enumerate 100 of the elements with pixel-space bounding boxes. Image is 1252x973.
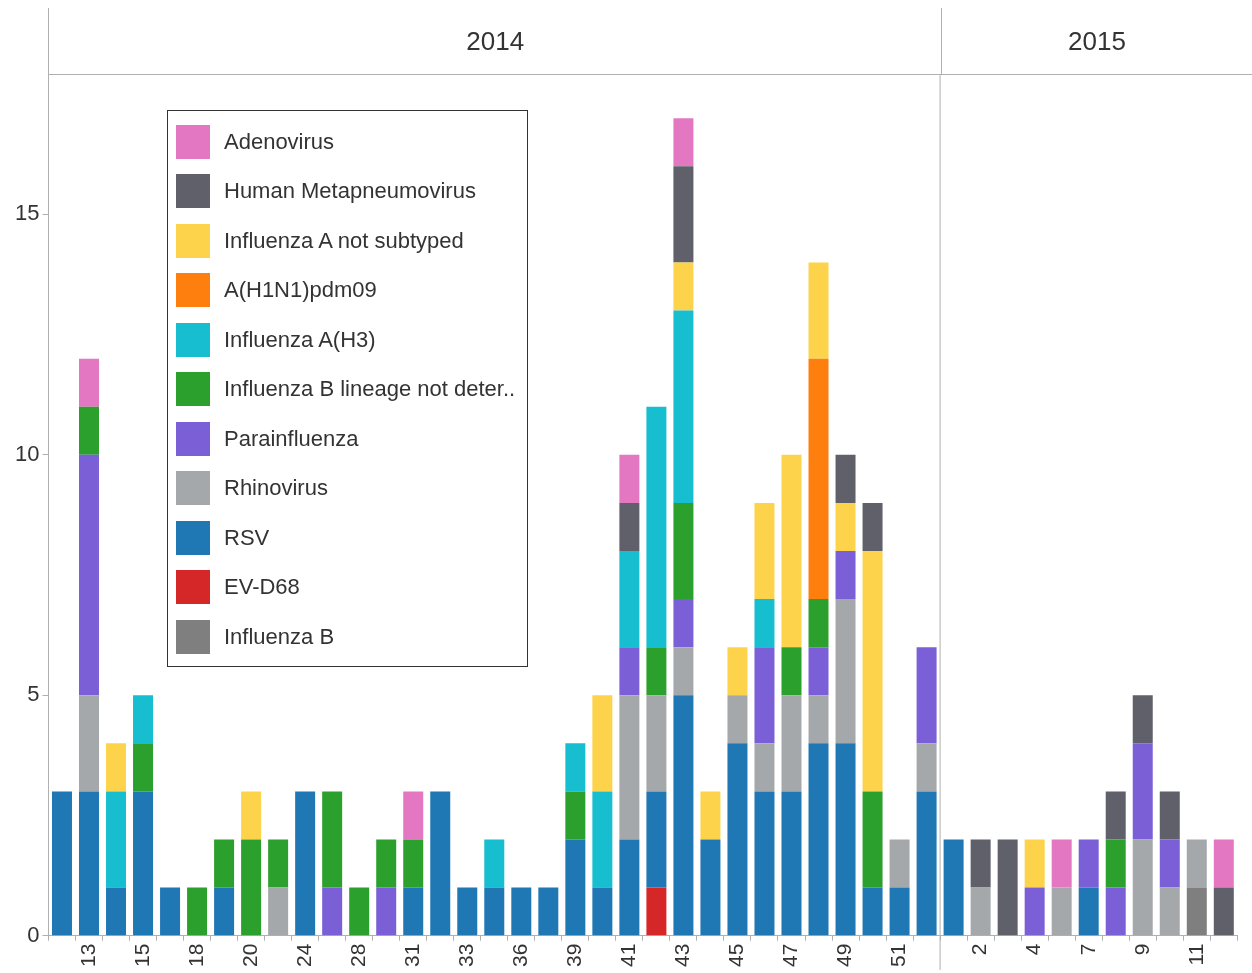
x-tick-label: 2	[967, 943, 991, 956]
x-tick-label: 24	[291, 943, 315, 967]
bar	[862, 791, 883, 888]
legend-label: Parainfluenza	[224, 425, 359, 452]
bar	[1186, 839, 1207, 888]
bar	[916, 743, 937, 792]
text: 2015	[1068, 25, 1126, 57]
bar	[592, 695, 613, 792]
bar	[700, 791, 721, 840]
y-tick-label: 15	[14, 200, 40, 226]
x-tick-label: 28	[345, 943, 369, 967]
bar	[79, 358, 99, 407]
bar	[619, 839, 640, 936]
bar	[943, 839, 964, 936]
bar	[295, 791, 316, 936]
x-tick-label: 41	[616, 943, 640, 967]
y-tick-label: 5	[27, 681, 40, 707]
bar	[403, 791, 424, 840]
bar	[781, 647, 802, 696]
y-tick-label: 10	[14, 440, 40, 466]
bar	[1105, 791, 1126, 840]
bar	[1105, 887, 1126, 936]
bar	[214, 887, 235, 936]
bar	[511, 887, 532, 936]
x-tick-label: 45	[724, 943, 748, 967]
legend-label: Rhinovirus	[224, 475, 328, 502]
bar	[1024, 887, 1045, 936]
bar	[673, 599, 694, 648]
bar	[835, 743, 856, 936]
x-tick-label: 51	[886, 943, 910, 967]
bar	[754, 743, 775, 792]
x-tick-label: 47	[778, 943, 802, 967]
bar	[51, 791, 72, 936]
legend-label: Influenza A(H3)	[224, 326, 376, 353]
bar	[754, 502, 775, 600]
bar	[646, 647, 667, 696]
x-tick-label: 36	[508, 943, 532, 967]
bar	[484, 887, 505, 936]
bar	[808, 743, 829, 936]
bar	[79, 791, 99, 936]
legend-label: RSV	[224, 524, 270, 551]
x-tick-label: 11	[1183, 943, 1207, 966]
bar	[1078, 839, 1099, 888]
bar	[1132, 695, 1153, 744]
x-tick-label: 9	[1129, 943, 1153, 956]
bar	[133, 743, 154, 792]
bar	[646, 791, 667, 888]
bar	[538, 887, 559, 936]
bar	[781, 791, 802, 936]
bar	[241, 791, 262, 840]
bar	[754, 599, 775, 648]
bar	[403, 839, 424, 888]
bar	[214, 839, 235, 888]
bar	[592, 791, 613, 888]
bar	[619, 502, 640, 551]
bar	[1213, 887, 1234, 936]
legend-label: Adenovirus	[224, 128, 335, 155]
bar	[619, 647, 640, 696]
bar	[835, 551, 856, 600]
bar	[349, 887, 370, 936]
bar	[862, 551, 883, 792]
bar	[592, 887, 613, 936]
bar	[673, 166, 694, 263]
bar	[754, 791, 775, 936]
bar	[79, 406, 99, 455]
bar	[322, 791, 343, 888]
bar	[1159, 791, 1180, 840]
bar	[673, 502, 694, 600]
bar	[673, 310, 694, 503]
bar	[916, 647, 937, 744]
bar	[673, 695, 694, 936]
bar	[808, 358, 829, 600]
x-tick-label: 49	[832, 943, 856, 967]
bar	[79, 695, 99, 792]
bar	[727, 647, 748, 696]
bar	[673, 262, 694, 311]
x-tick-label: 33	[454, 943, 478, 967]
bar	[376, 839, 397, 888]
bar	[322, 887, 343, 936]
legend-label: Influenza B	[224, 623, 335, 650]
bar	[1213, 839, 1234, 888]
legend-label: A(H1N1)pdm09	[224, 277, 377, 304]
x-tick-label: 13	[75, 943, 99, 967]
bar	[241, 839, 262, 936]
bar	[187, 887, 208, 936]
bar	[1024, 839, 1045, 888]
bar	[835, 502, 856, 551]
x-tick-label: 4	[1021, 943, 1045, 956]
x-tick-label: 7	[1075, 943, 1099, 956]
bar	[1105, 839, 1126, 888]
bar	[619, 695, 640, 840]
bar	[1078, 887, 1099, 936]
bar	[646, 887, 667, 936]
bar	[106, 791, 127, 888]
x-tick-label: 20	[237, 943, 261, 967]
bar	[1051, 839, 1072, 888]
bar	[700, 839, 721, 936]
bar	[106, 887, 127, 936]
bar	[808, 262, 829, 359]
bar	[457, 887, 478, 936]
